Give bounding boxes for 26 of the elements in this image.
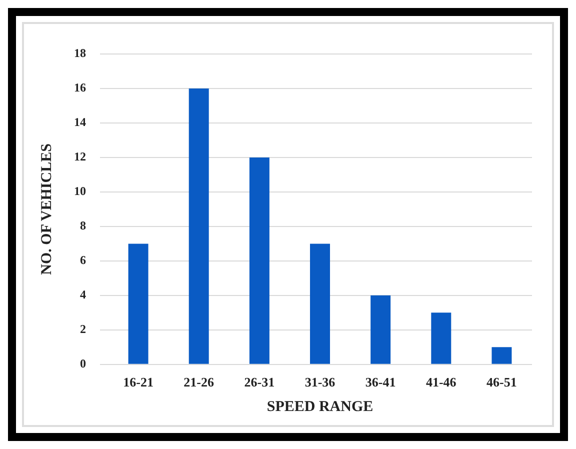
y-tick-label: 6 [80, 253, 86, 268]
y-tick-label: 0 [80, 356, 86, 370]
y-axis-title: NO. OF VEHICLES [38, 144, 55, 275]
y-tick-label: 18 [74, 46, 86, 60]
x-tick-label: 16-21 [123, 374, 154, 390]
y-tick-label: 16 [74, 80, 86, 95]
y-tick-label: 4 [80, 288, 86, 302]
y-tick-label: 12 [74, 150, 86, 164]
x-axis-title: SPEED RANGE [266, 398, 374, 415]
bar [128, 244, 148, 364]
y-tick-label: 10 [74, 184, 86, 198]
bar [492, 347, 512, 364]
bar [249, 157, 270, 364]
x-tick-label: 36-41 [365, 374, 396, 390]
x-tick-label: 31-36 [304, 374, 336, 390]
bar [188, 88, 209, 364]
y-tick-label: 8 [80, 218, 86, 233]
x-tick-label: 46-51 [486, 374, 517, 390]
bar [310, 244, 330, 364]
bar [431, 312, 452, 364]
x-tick-label: 41-46 [426, 374, 457, 390]
y-tick-label: 14 [74, 115, 86, 130]
y-tick-label: 2 [80, 322, 86, 336]
x-tick-label: 26-31 [244, 374, 275, 390]
x-tick-label: 21-26 [184, 374, 215, 390]
bar [370, 295, 391, 364]
